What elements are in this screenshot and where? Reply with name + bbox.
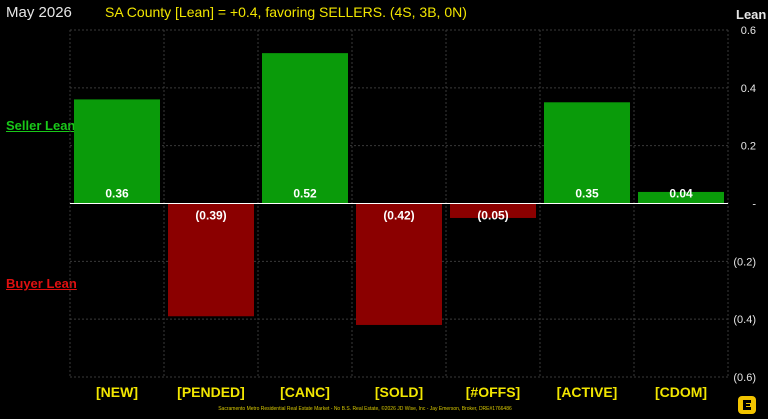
logo-icon (738, 396, 756, 414)
bar-value-label: 0.52 (293, 187, 317, 201)
category-label: [NEW] (96, 384, 138, 400)
bar (74, 99, 160, 204)
y-tick-label: (0.6) (733, 372, 756, 384)
bar (262, 53, 348, 204)
footer-credit: Sacramento Metro Residential Real Estate… (218, 406, 512, 412)
category-label: [SOLD] (375, 384, 423, 400)
y-axis-title: Lean (736, 7, 767, 22)
bar (638, 191, 724, 204)
bar-value-label: (0.42) (383, 209, 414, 223)
bar (544, 102, 630, 204)
chart-title: SA County [Lean] = +0.4, favoring SELLER… (105, 4, 467, 20)
bar (356, 203, 442, 325)
category-label: [CDOM] (655, 384, 707, 400)
category-label: [PENDED] (177, 384, 245, 400)
bar-value-label: 0.35 (575, 187, 599, 201)
bar (168, 203, 254, 317)
y-tick-label: 0.6 (741, 25, 756, 37)
seller-lean-label: Seller Lean (6, 118, 76, 133)
buyer-lean-label: Buyer Lean (6, 276, 77, 291)
bar-value-label: 0.36 (105, 187, 129, 201)
bar-value-label: (0.39) (195, 209, 226, 223)
category-label: [CANC] (280, 384, 330, 400)
y-tick-label: 0.2 (741, 141, 756, 153)
category-label: [#OFFS] (466, 384, 520, 400)
y-tick-label: (0.2) (733, 256, 756, 268)
category-label: [ACTIVE] (557, 384, 618, 400)
date-label: May 2026 (6, 4, 72, 21)
y-tick-label: (0.4) (733, 314, 756, 326)
y-tick-label: - (752, 199, 756, 211)
bar-value-label: 0.04 (669, 187, 693, 201)
bar-value-label: (0.05) (477, 209, 508, 223)
y-tick-label: 0.4 (741, 83, 756, 95)
bar (450, 203, 536, 218)
